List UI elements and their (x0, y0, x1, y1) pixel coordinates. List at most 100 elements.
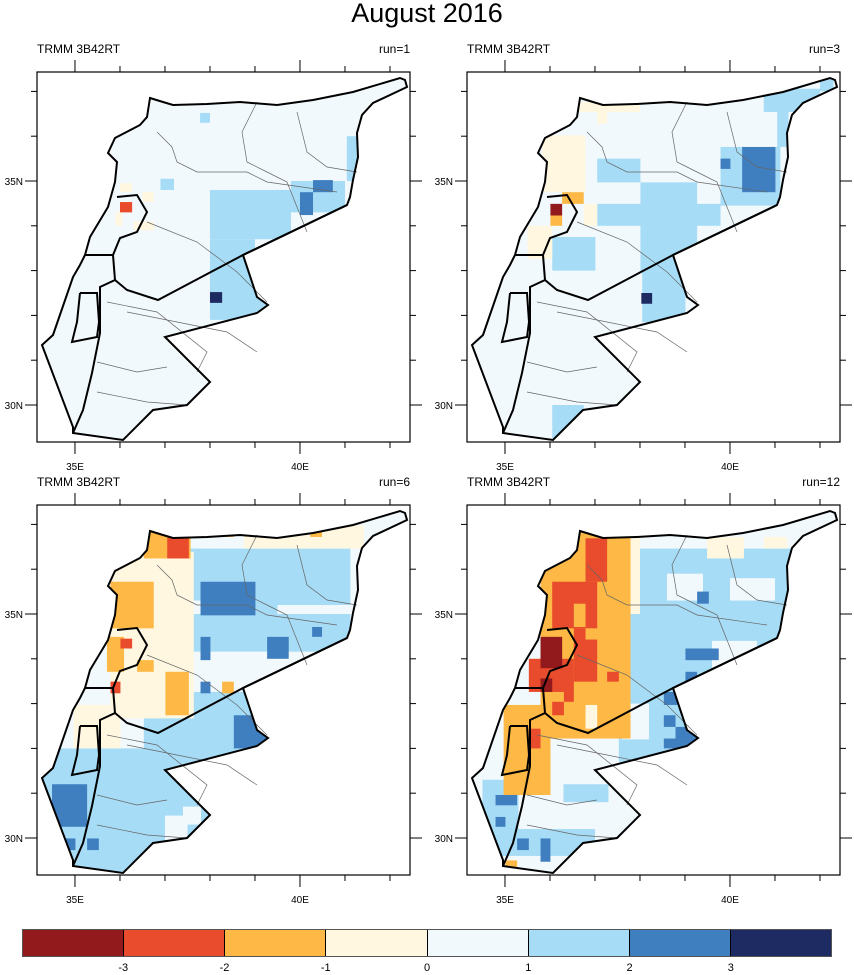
admin-boundary (296, 544, 358, 606)
map-panel-run-3: TRMM 3B42RT run=3 35E 40E 30N 35N (435, 42, 852, 473)
country-boundary (72, 254, 117, 434)
country-boundary (500, 292, 531, 344)
lon-tick-label: 35E (66, 462, 84, 473)
colorbar-tick-label: -2 (219, 962, 230, 974)
colorbar-swatch (124, 930, 226, 956)
panel-source-label: TRMM 3B42RT (37, 475, 121, 489)
admin-boundary (526, 361, 598, 373)
grid-cell (562, 192, 584, 204)
grid-cell (528, 728, 541, 749)
admin-boundary (576, 221, 698, 303)
grid-cell (540, 678, 553, 692)
grid-cell (106, 636, 125, 672)
lon-tick-label: 40E (721, 462, 739, 473)
grid-cell (563, 784, 609, 803)
grid-cell (200, 112, 210, 123)
lat-tick-label: 35N (5, 177, 23, 188)
grid-cell (563, 691, 574, 702)
lon-tick-label: 40E (291, 462, 309, 473)
grid-cell (505, 860, 518, 872)
colorbar-tick-label: 2 (626, 962, 633, 974)
grid-cell (763, 88, 820, 113)
colorbar-swatch (326, 930, 428, 956)
admin-boundary (586, 131, 768, 193)
anomaly-grid (472, 78, 837, 440)
grid-cell (666, 573, 703, 601)
panel-run-label: run=1 (378, 42, 410, 56)
grid-cell (346, 136, 358, 181)
grid-cell (495, 816, 506, 827)
admin-boundary (146, 654, 268, 736)
grid-cell (254, 270, 282, 316)
grid-cell (777, 112, 789, 147)
lon-tick-label: 40E (721, 895, 739, 906)
colorbar-tick-label: 1 (525, 962, 532, 974)
grid-cell (137, 660, 154, 672)
admin-boundary (156, 131, 338, 193)
grid-cell (110, 681, 121, 694)
grid-cell (164, 815, 188, 843)
grid-cell (597, 102, 608, 124)
country-boundary (502, 687, 547, 867)
grid-cell (685, 671, 698, 682)
grid-cell (552, 701, 564, 716)
grid-cell (707, 536, 744, 559)
country-boundary (70, 725, 101, 777)
grid-cell (115, 212, 123, 226)
grid-cell (160, 178, 174, 190)
anomaly-grid (42, 78, 407, 440)
map-panel-run-12: TRMM 3B42RT run=12 35E 40E 30N 35N (435, 475, 852, 906)
panel-source-label: TRMM 3B42RT (467, 42, 551, 56)
lat-tick-label: 35N (5, 610, 23, 621)
colorbar-tick-label: -3 (118, 962, 129, 974)
panel-run-label: run=12 (802, 475, 840, 489)
map-frame (36, 504, 411, 876)
lon-tick-label: 35E (66, 895, 84, 906)
grid-cell (505, 781, 518, 795)
grid-cell (573, 603, 586, 627)
country-boundary (500, 725, 531, 777)
map-canvas: 35E 40E 30N 35N (5, 60, 422, 473)
grid-cell (209, 189, 291, 240)
grid-cell (222, 681, 234, 694)
anomaly-grid (472, 511, 837, 873)
lat-tick-label: 35N (435, 610, 453, 621)
colorbar-swatch (528, 930, 630, 956)
panel-source-label: TRMM 3B42RT (467, 475, 551, 489)
grid-cell (312, 626, 323, 637)
lon-tick-label: 35E (496, 462, 514, 473)
grid-cell (552, 236, 596, 271)
map-frame (466, 71, 841, 443)
admin-boundary (586, 564, 768, 626)
admin-boundary (671, 534, 738, 666)
grid-cell (133, 221, 154, 231)
admin-boundary (526, 824, 618, 839)
admin-boundary (296, 111, 358, 173)
grid-cell (165, 671, 189, 716)
grid-cell (542, 135, 586, 193)
map-frame (466, 504, 841, 876)
panel-source-label: TRMM 3B42RT (37, 42, 121, 56)
grid-cell (697, 591, 709, 604)
grid-cell (223, 658, 246, 677)
region-outline (470, 76, 839, 442)
lon-tick-label: 40E (291, 895, 309, 906)
colorbar-tick-label: 3 (727, 962, 734, 974)
grid-cell (517, 838, 529, 851)
admin-boundary (526, 391, 618, 406)
grid-cell (663, 738, 698, 749)
grid-cell (528, 748, 551, 795)
grid-cell (585, 628, 608, 640)
lon-tick-label: 35E (496, 895, 514, 906)
admin-boundary (576, 654, 698, 736)
grid-cell (110, 581, 154, 629)
grid-cell (120, 638, 133, 649)
grid-cell (583, 203, 598, 226)
map-panel-run-1: TRMM 3B42RT run=1 35E 40E 30N 35N (5, 42, 422, 473)
colorbar-swatch (23, 930, 125, 956)
panel-run-label: run=3 (808, 42, 840, 56)
colorbar-swatch (427, 930, 529, 956)
admin-boundary (96, 824, 188, 839)
grid-cell (607, 671, 619, 682)
grid-cell (182, 806, 201, 825)
